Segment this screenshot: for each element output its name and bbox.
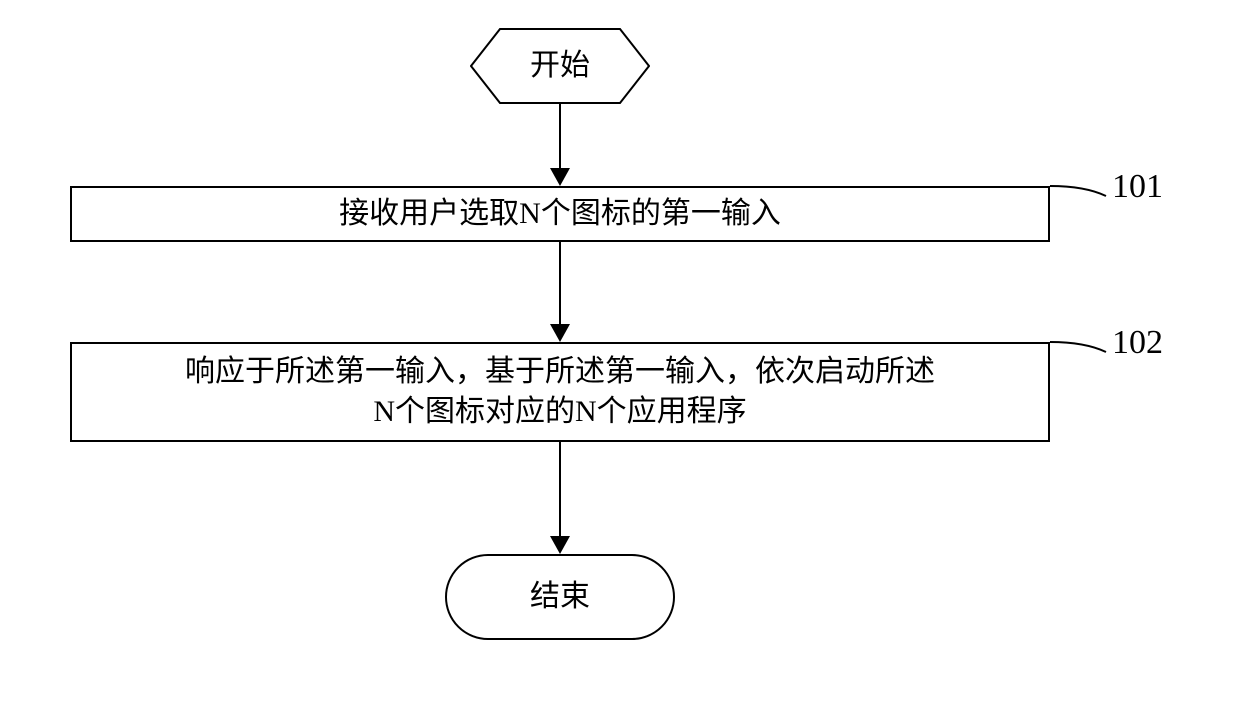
step-number-label: 102 — [1112, 324, 1163, 362]
flowchart-arrowhead — [550, 536, 570, 554]
end-label: 结束 — [530, 577, 590, 618]
flowchart-step-2: 响应于所述第一输入，基于所述第一输入，依次启动所述 N个图标对应的N个应用程序 — [70, 342, 1050, 442]
flowchart-step-1: 接收用户选取N个图标的第一输入 — [70, 186, 1050, 242]
flowchart-arrow — [559, 242, 561, 326]
flowchart-end-node: 结束 — [445, 554, 675, 640]
step1-label: 接收用户选取N个图标的第一输入 — [339, 194, 781, 235]
leader-line — [1048, 340, 1108, 354]
leader-line — [1048, 184, 1108, 198]
step2-label: 响应于所述第一输入，基于所述第一输入，依次启动所述 N个图标对应的N个应用程序 — [185, 352, 935, 433]
flowchart-arrowhead — [550, 324, 570, 342]
flowchart-canvas: 开始 接收用户选取N个图标的第一输入 响应于所述第一输入，基于所述第一输入，依次… — [0, 0, 1240, 701]
flowchart-arrow — [559, 104, 561, 170]
flowchart-arrow — [559, 442, 561, 538]
step-number-label: 101 — [1112, 168, 1163, 206]
start-label: 开始 — [530, 46, 590, 87]
flowchart-start-node: 开始 — [470, 28, 650, 104]
flowchart-arrowhead — [550, 168, 570, 186]
